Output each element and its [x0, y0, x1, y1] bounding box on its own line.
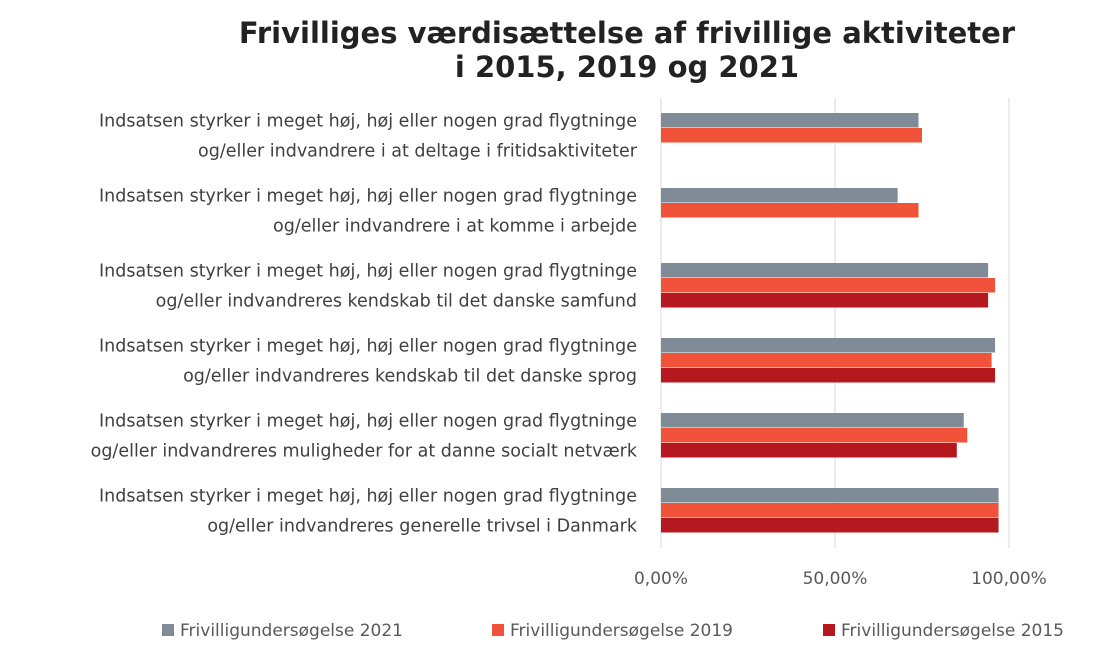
- bar: [661, 518, 999, 533]
- category-label: Indsatsen styrker i meget høj, høj eller…: [99, 262, 637, 282]
- category-label: og/eller indvandrere i at komme i arbejd…: [273, 217, 637, 237]
- category-label: og/eller indvandreres muligheder for at …: [91, 442, 638, 462]
- bar: [661, 368, 996, 383]
- legend-swatch: [162, 624, 174, 636]
- x-tick-label: 0,00%: [634, 569, 688, 589]
- bar: [661, 353, 992, 368]
- legend-label: Frivilligundersøgelse 2015: [841, 621, 1064, 641]
- category-label: Indsatsen styrker i meget høj, høj eller…: [99, 112, 637, 132]
- bar: [661, 263, 989, 278]
- bar: [661, 488, 999, 503]
- legend-swatch: [492, 624, 504, 636]
- bar: [661, 128, 922, 143]
- x-tick-label: 50,00%: [803, 569, 868, 589]
- bar: [661, 413, 964, 428]
- x-tick-label: 100,00%: [971, 569, 1047, 589]
- bar: [661, 188, 898, 203]
- bar: [661, 293, 989, 308]
- bar: [661, 428, 968, 443]
- category-label: og/eller indvandrere i at deltage i frit…: [198, 142, 638, 162]
- chart-title: i 2015, 2019 og 2021: [455, 50, 799, 84]
- bar: [661, 503, 999, 518]
- bar: [661, 338, 996, 353]
- category-label: Indsatsen styrker i meget høj, høj eller…: [99, 412, 637, 432]
- category-label: Indsatsen styrker i meget høj, høj eller…: [99, 187, 637, 207]
- legend-swatch: [823, 624, 835, 636]
- category-label: Indsatsen styrker i meget høj, høj eller…: [99, 487, 637, 507]
- category-label: og/eller indvandreres generelle trivsel …: [207, 517, 638, 537]
- category-label: og/eller indvandreres kendskab til det d…: [156, 292, 637, 312]
- bar: [661, 203, 919, 218]
- bar: [661, 443, 957, 458]
- chart-title: Frivilliges værdisættelse af frivillige …: [239, 16, 1016, 50]
- category-label: og/eller indvandreres kendskab til det d…: [183, 367, 637, 387]
- legend-label: Frivilligundersøgelse 2019: [510, 621, 733, 641]
- legend-label: Frivilligundersøgelse 2021: [180, 621, 403, 641]
- bar: [661, 113, 919, 128]
- category-label: Indsatsen styrker i meget høj, høj eller…: [99, 337, 637, 357]
- bar: [661, 278, 996, 293]
